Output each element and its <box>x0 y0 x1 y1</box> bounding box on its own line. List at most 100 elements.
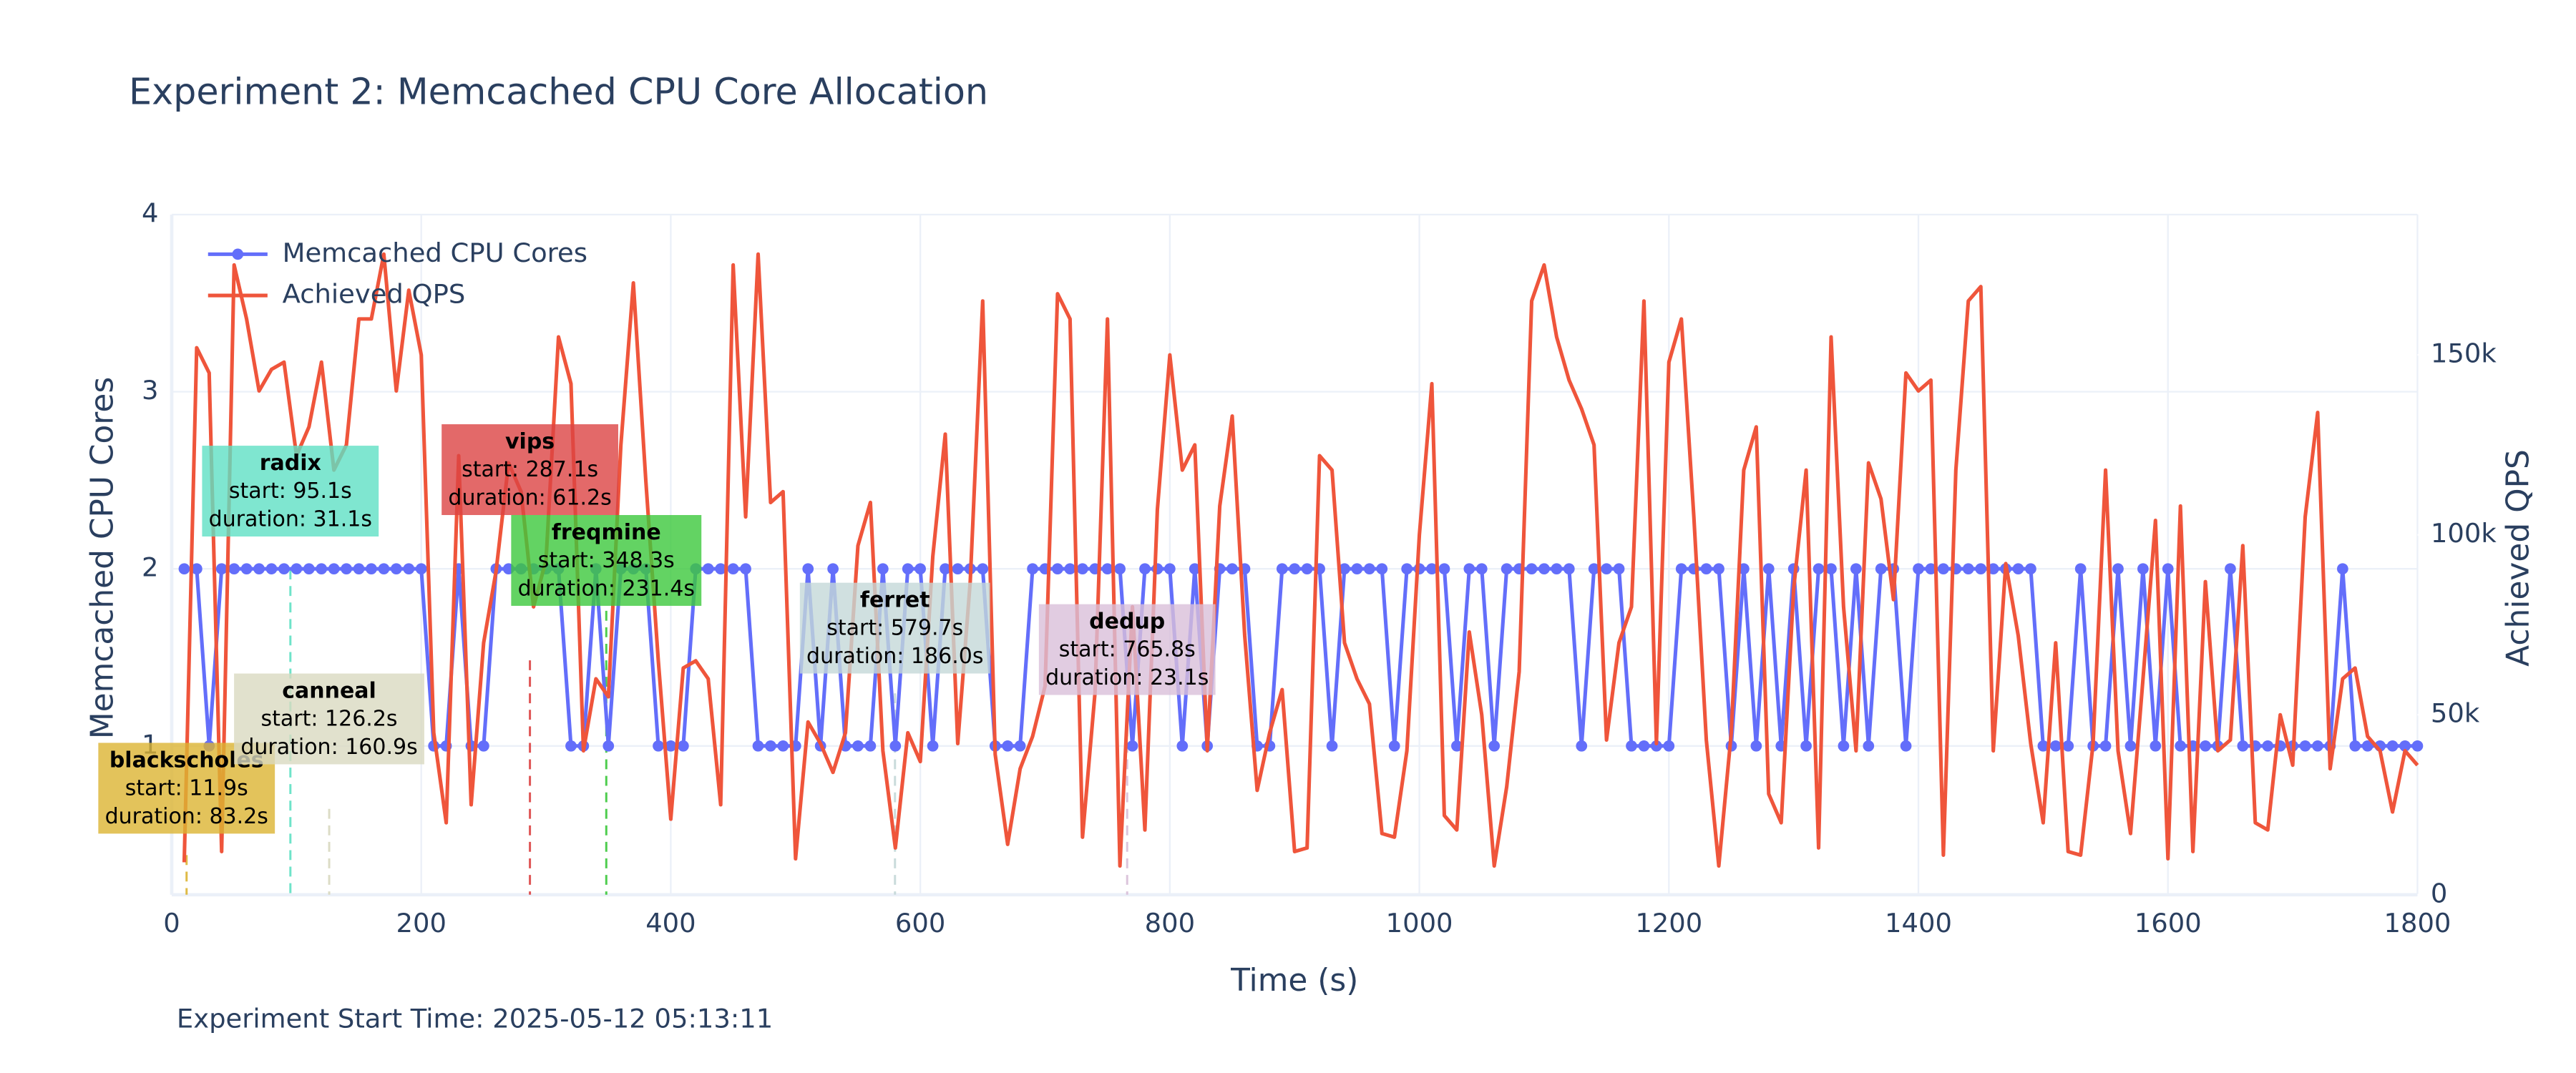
series-marker <box>1838 740 1850 752</box>
job-duration: duration: 83.2s <box>105 804 268 829</box>
series-marker <box>1351 563 1363 575</box>
series-marker <box>1825 563 1837 575</box>
x-tick-label: 200 <box>396 908 446 939</box>
series-marker <box>228 563 240 575</box>
series-marker <box>1813 563 1825 575</box>
series-marker <box>2349 740 2361 752</box>
series-marker <box>1863 740 1875 752</box>
series-marker <box>1713 563 1724 575</box>
series-marker <box>977 563 989 575</box>
series-marker <box>1900 740 1912 752</box>
series-marker <box>1962 563 1974 575</box>
series-marker <box>1064 563 1076 575</box>
x-tick-label: 1400 <box>1885 908 1952 939</box>
series-marker <box>1750 740 1762 752</box>
series-marker <box>1164 563 1176 575</box>
series-marker <box>1651 740 1662 752</box>
series-marker <box>2012 563 2024 575</box>
series-marker <box>864 740 877 752</box>
series-marker <box>2225 563 2236 575</box>
job-duration: duration: 23.1s <box>1045 665 1209 690</box>
job-box <box>441 424 618 515</box>
series-marker <box>2336 563 2348 575</box>
series-marker <box>1663 740 1675 752</box>
series-marker <box>1475 563 1488 575</box>
series-marker <box>1762 563 1775 575</box>
series-marker <box>1538 563 1550 575</box>
series-marker <box>316 563 328 575</box>
series-marker <box>2312 740 2323 752</box>
job-name: radix <box>260 451 321 476</box>
series-marker <box>1052 563 1063 575</box>
series-marker <box>1401 563 1413 575</box>
series-marker <box>2099 740 2112 752</box>
series-marker <box>1114 563 1126 575</box>
series-marker <box>1276 563 1288 575</box>
series-marker <box>240 563 253 575</box>
series-marker <box>2112 563 2124 575</box>
job-start: start: 95.1s <box>229 479 352 504</box>
series-marker <box>2062 740 2074 752</box>
x-tick-label: 1000 <box>1386 908 1453 939</box>
series-marker <box>178 563 190 575</box>
job-name: vips <box>505 429 555 454</box>
series-marker <box>1426 563 1438 575</box>
series-marker <box>927 740 939 752</box>
job-duration: duration: 61.2s <box>448 485 611 510</box>
job-name: freqmine <box>552 520 661 545</box>
series-marker <box>1463 563 1475 575</box>
series-marker <box>403 563 415 575</box>
y-axis-title: Memcached CPU Cores <box>84 377 120 739</box>
series-marker <box>2299 740 2311 752</box>
series-marker <box>1975 563 1987 575</box>
series-marker <box>740 563 751 575</box>
series-marker <box>1576 740 1588 752</box>
series-marker <box>415 563 427 575</box>
job-duration: duration: 231.4s <box>518 576 695 601</box>
job-annotation: canneal start: 126.2s duration: 160.9s <box>234 673 424 765</box>
series-marker <box>253 563 265 575</box>
series-marker <box>1014 740 1026 752</box>
chart-title: Experiment 2: Memcached CPU Core Allocat… <box>129 71 988 113</box>
series-marker <box>1176 740 1189 752</box>
series-marker <box>391 563 402 575</box>
job-start: start: 579.7s <box>826 616 963 641</box>
series-marker <box>191 563 203 575</box>
series-marker <box>2411 740 2424 752</box>
series-marker <box>1563 563 1575 575</box>
series-marker <box>1339 563 1350 575</box>
series-marker <box>752 740 764 752</box>
series-marker <box>1139 563 1151 575</box>
series-marker <box>1326 740 1338 752</box>
series-marker <box>1925 563 1937 575</box>
series-marker <box>2361 740 2373 752</box>
job-duration: duration: 31.1s <box>209 506 372 531</box>
series-marker <box>1638 740 1650 752</box>
series-marker <box>366 563 377 575</box>
series-marker <box>2237 740 2249 752</box>
series-marker <box>291 563 303 575</box>
legend-label: Memcached CPU Cores <box>283 237 587 268</box>
series-marker <box>1101 563 1113 575</box>
x-tick-label: 0 <box>163 908 180 939</box>
series-marker <box>1388 740 1400 752</box>
legend-marker <box>232 248 244 260</box>
y2-tick-label: 150k <box>2431 338 2497 369</box>
series-marker <box>1913 563 1924 575</box>
series-marker <box>1376 563 1388 575</box>
series-marker <box>1700 563 1712 575</box>
x-tick-label: 1200 <box>1635 908 1702 939</box>
series-marker <box>777 740 789 752</box>
series-marker <box>2049 740 2062 752</box>
series-marker <box>2037 740 2049 752</box>
job-box <box>202 446 379 536</box>
series-marker <box>478 740 489 752</box>
x-tick-label: 600 <box>895 908 945 939</box>
series-marker <box>2137 563 2149 575</box>
series-marker <box>715 563 727 575</box>
x-tick-label: 1800 <box>2384 908 2451 939</box>
series-marker <box>702 563 714 575</box>
series-marker <box>2074 563 2087 575</box>
y2-tick-label: 50k <box>2431 698 2480 729</box>
